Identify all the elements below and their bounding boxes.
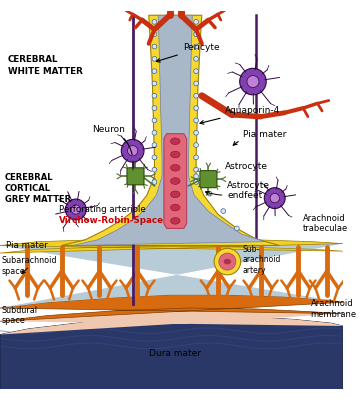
Circle shape xyxy=(71,205,80,214)
Circle shape xyxy=(152,155,157,160)
Polygon shape xyxy=(0,316,343,390)
Circle shape xyxy=(264,188,285,208)
Polygon shape xyxy=(0,239,343,253)
Circle shape xyxy=(66,199,86,220)
Circle shape xyxy=(152,56,157,61)
Circle shape xyxy=(219,253,236,270)
Text: Subarachnoid
space: Subarachnoid space xyxy=(2,256,58,276)
Text: Astrocyte
endfeet: Astrocyte endfeet xyxy=(205,181,270,200)
Text: Aquaporin-4: Aquaporin-4 xyxy=(200,106,280,124)
Circle shape xyxy=(214,248,241,275)
Circle shape xyxy=(221,209,226,214)
Circle shape xyxy=(152,69,157,74)
FancyBboxPatch shape xyxy=(200,171,217,188)
Ellipse shape xyxy=(171,138,180,144)
Circle shape xyxy=(194,56,198,61)
Text: CEREBRAL
WHITE MATTER: CEREBRAL WHITE MATTER xyxy=(8,56,83,76)
Ellipse shape xyxy=(171,151,180,158)
Circle shape xyxy=(127,146,138,156)
Circle shape xyxy=(152,81,157,86)
Text: Neuron: Neuron xyxy=(93,125,132,155)
Text: CEREBRAL
CORTICAL
GREY MATTER: CEREBRAL CORTICAL GREY MATTER xyxy=(5,173,71,204)
Circle shape xyxy=(194,174,198,179)
Text: Perforating arteriole: Perforating arteriole xyxy=(59,205,146,214)
Circle shape xyxy=(194,143,198,148)
Circle shape xyxy=(152,143,157,148)
Circle shape xyxy=(152,44,157,49)
Circle shape xyxy=(194,118,198,123)
Circle shape xyxy=(152,32,157,36)
Circle shape xyxy=(194,106,198,110)
Polygon shape xyxy=(0,308,343,334)
Circle shape xyxy=(194,20,198,24)
Ellipse shape xyxy=(171,178,180,184)
Circle shape xyxy=(152,106,157,110)
Text: Pia mater: Pia mater xyxy=(6,241,47,250)
Text: Subdural
space: Subdural space xyxy=(2,306,38,325)
Circle shape xyxy=(194,155,198,160)
Circle shape xyxy=(152,167,157,172)
Ellipse shape xyxy=(171,164,180,171)
Ellipse shape xyxy=(224,259,231,264)
Circle shape xyxy=(194,130,198,135)
Ellipse shape xyxy=(171,218,180,224)
Circle shape xyxy=(194,32,198,36)
Polygon shape xyxy=(0,239,343,308)
Circle shape xyxy=(152,130,157,135)
Text: Pericyte: Pericyte xyxy=(156,43,219,62)
Circle shape xyxy=(194,44,198,49)
Text: Astrocyte: Astrocyte xyxy=(224,162,268,171)
Circle shape xyxy=(194,180,198,184)
Circle shape xyxy=(235,226,239,231)
Ellipse shape xyxy=(171,204,180,211)
Circle shape xyxy=(240,68,266,95)
Text: Arachnoid
membrane: Arachnoid membrane xyxy=(311,299,357,319)
Circle shape xyxy=(121,139,144,162)
Circle shape xyxy=(152,118,157,123)
Ellipse shape xyxy=(171,191,180,198)
FancyBboxPatch shape xyxy=(127,168,144,185)
Circle shape xyxy=(194,94,198,98)
Circle shape xyxy=(152,20,157,24)
Circle shape xyxy=(194,69,198,74)
Text: Pia mater: Pia mater xyxy=(233,130,287,145)
Circle shape xyxy=(247,76,259,88)
Text: Sub-
arachnoid
artery: Sub- arachnoid artery xyxy=(243,245,281,274)
Polygon shape xyxy=(73,15,265,246)
Text: Arachnoid
trabeculae: Arachnoid trabeculae xyxy=(303,214,348,233)
Circle shape xyxy=(152,94,157,98)
Circle shape xyxy=(152,180,157,184)
Text: Dura mater: Dura mater xyxy=(149,349,201,358)
Text: Virchow-Robin-Space: Virchow-Robin-Space xyxy=(59,216,164,225)
Circle shape xyxy=(207,191,212,196)
Polygon shape xyxy=(164,134,187,228)
Circle shape xyxy=(194,167,198,172)
Polygon shape xyxy=(62,15,279,246)
Circle shape xyxy=(194,81,198,86)
Polygon shape xyxy=(0,295,343,321)
Circle shape xyxy=(270,194,279,203)
